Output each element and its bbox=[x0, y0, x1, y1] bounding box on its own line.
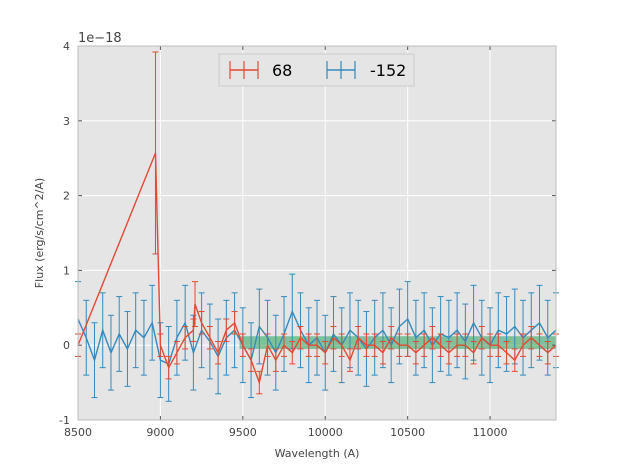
plot-frame bbox=[77, 45, 557, 421]
y-tick-label: 2 bbox=[63, 190, 70, 203]
y-tick-label: 3 bbox=[63, 115, 70, 128]
series-line bbox=[77, 152, 557, 386]
y-tick-label: 0 bbox=[63, 339, 70, 352]
tick-layer: 8500 9000 9500 10000 10500 11000 -1 0 1 2 3 4 bbox=[59, 40, 557, 439]
y-tick-label: -1 bbox=[59, 414, 70, 427]
y-scale-label: 1e−18 bbox=[78, 31, 122, 46]
legend: 68 -152 bbox=[218, 53, 415, 87]
x-tick-label: 8500 bbox=[64, 426, 92, 439]
y-tick-label: 4 bbox=[63, 40, 70, 53]
series-layer bbox=[75, 51, 559, 402]
y-axis-label: Flux (erg/s/cm^2/A) bbox=[33, 178, 46, 288]
x-tick-label: 10000 bbox=[308, 426, 343, 439]
x-tick-label: 9500 bbox=[229, 426, 257, 439]
legend-label-68: 68 bbox=[272, 61, 292, 80]
x-tick-label: 9000 bbox=[146, 426, 174, 439]
x-axis-label: Wavelength (A) bbox=[275, 447, 360, 460]
y-tick-label: 1 bbox=[63, 264, 70, 277]
x-tick-label: 10500 bbox=[390, 426, 425, 439]
x-tick-label: 11000 bbox=[473, 426, 508, 439]
legend-entry-68: 68 bbox=[229, 61, 292, 80]
series-68 bbox=[75, 51, 559, 395]
legend-label-152: -152 bbox=[370, 61, 406, 80]
legend-entry-152: -152 bbox=[326, 61, 406, 80]
